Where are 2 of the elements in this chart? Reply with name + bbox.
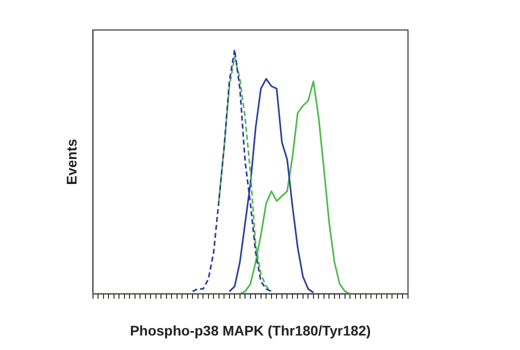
x-axis-title: Phospho-p38 MAPK (Thr180/Tyr182) [130,322,371,338]
y-axis-title: Events [63,138,80,185]
